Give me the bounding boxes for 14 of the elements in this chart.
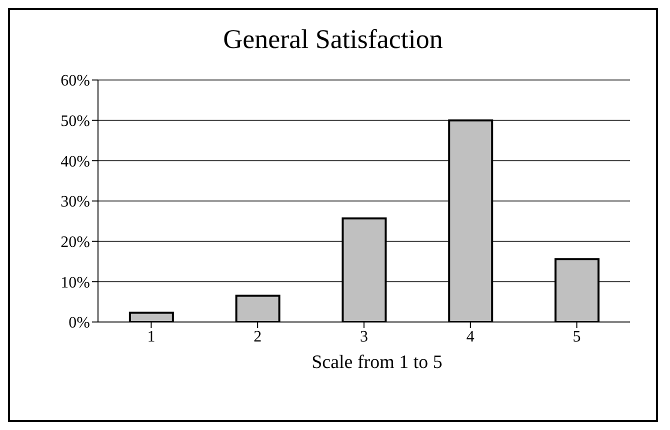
y-tick-label: 20% <box>60 234 90 252</box>
chart-title: General Satisfaction <box>222 24 444 56</box>
y-tick-label: 0% <box>68 314 90 332</box>
x-tick-label: 5 <box>572 328 581 346</box>
y-tick-label: 10% <box>60 274 90 292</box>
y-tick-label: 40% <box>60 153 90 170</box>
x-tick-label: 3 <box>360 328 368 346</box>
x-tick-label: 4 <box>466 328 474 346</box>
x-tick-label: 2 <box>254 328 262 346</box>
x-tick-label: 1 <box>147 328 156 346</box>
y-tick-label: 30% <box>60 194 90 211</box>
y-tick-label: 60% <box>60 72 90 90</box>
x-axis-title: Scale from 1 to 5 <box>310 352 444 374</box>
y-tick-label: 50% <box>60 113 90 130</box>
